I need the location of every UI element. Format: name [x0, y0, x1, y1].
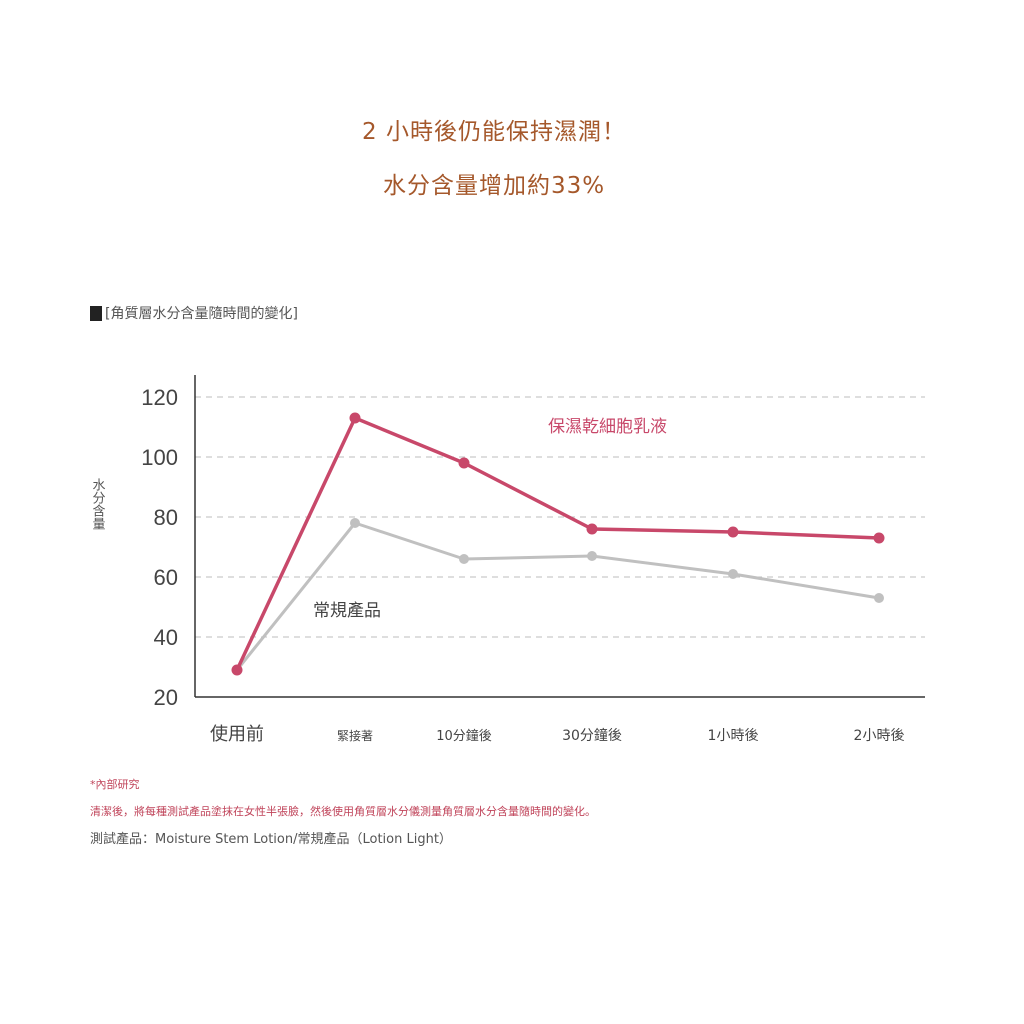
series-0-point-3 — [586, 523, 598, 535]
series-1-point-1 — [350, 518, 360, 528]
series-label-0: 保濕乾細胞乳液 — [548, 417, 667, 437]
y-tick-label-100: 100 — [141, 445, 178, 470]
y-tick-label-80: 80 — [154, 505, 178, 530]
chart-title: [角質層水分含量隨時間的變化] — [90, 303, 298, 323]
x-tick-label-4: 1小時後 — [708, 728, 759, 744]
headline-line-2: 水分含量增加約33% — [382, 173, 606, 199]
chart-title-text: [角質層水分含量隨時間的變化] — [105, 306, 298, 322]
x-tick-label-2: 10分鐘後 — [436, 728, 492, 744]
y-tick-label-60: 60 — [154, 565, 178, 590]
series-1-point-2 — [459, 554, 469, 564]
note-products: 測試產品：Moisture Stem Lotion/常規產品（Lotion Li… — [90, 832, 452, 847]
series-line-1 — [235, 521, 880, 671]
series-0-point-0 — [231, 664, 243, 676]
headline-line-1: 2 小時後仍能保持濕潤！ — [362, 119, 626, 145]
y-tick-label-120: 120 — [141, 385, 178, 410]
y-tick-label-40: 40 — [154, 625, 178, 650]
note-method: 清潔後，將每種測試產品塗抹在女性半張臉，然後使用角質層水分儀測量角質層水分含量隨… — [90, 805, 596, 818]
x-tick-label-3: 30分鐘後 — [562, 727, 622, 744]
series-0-point-4 — [727, 526, 739, 538]
title-square-icon — [90, 305, 102, 321]
series-0-point-1 — [349, 412, 361, 424]
series-label-1: 常規產品 — [313, 601, 381, 621]
y-tick-label-20: 20 — [154, 685, 178, 710]
x-tick-label-1: 緊接著 — [337, 728, 373, 743]
series-1-point-4 — [728, 569, 738, 579]
series-0-point-5 — [873, 532, 885, 544]
series-line-0 — [235, 416, 880, 671]
x-tick-label-5: 2小時後 — [854, 728, 905, 744]
series-0-point-2 — [458, 457, 470, 469]
x-tick-label-0: 使用前 — [210, 724, 264, 745]
y-axis-label: 水分含量 — [90, 478, 106, 530]
series-1-point-3 — [587, 551, 597, 561]
note-source: *內部研究 — [90, 778, 140, 791]
series-1-point-5 — [874, 593, 884, 603]
